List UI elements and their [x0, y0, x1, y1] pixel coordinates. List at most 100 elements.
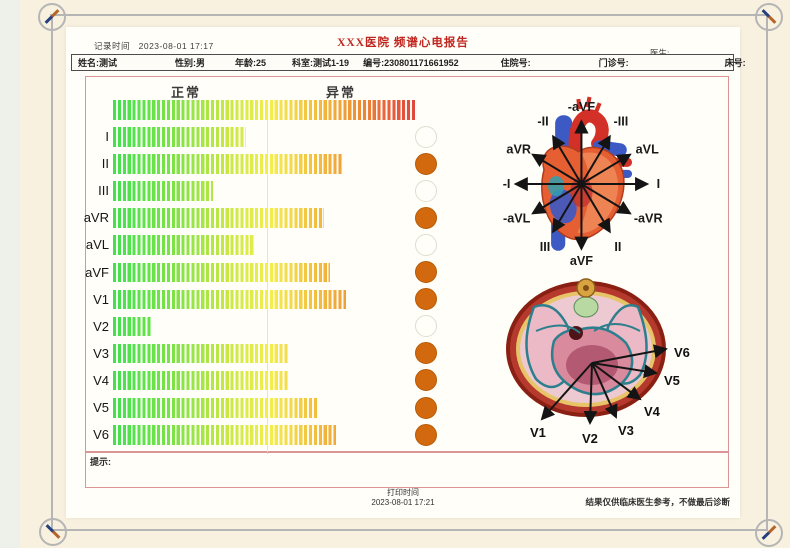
axis-label-neg-iii: -III — [614, 114, 629, 128]
normal-marker — [415, 315, 437, 338]
lead-row-V2: V2 — [93, 315, 453, 338]
background-strip — [0, 0, 20, 548]
lead-row-aVR: aVR — [84, 206, 453, 229]
lead-bar-fill — [113, 343, 289, 364]
scale-legend-row — [113, 100, 453, 120]
lead-bar-fill — [113, 425, 337, 445]
lead-label: aVL — [85, 237, 109, 253]
report-sheet: 记录时间 2023-08-01 17:17 XXX医院 频谱心电报告 医生: 姓… — [66, 27, 746, 518]
crop-mark-slash-icon — [45, 524, 61, 539]
lead-bar-track — [113, 289, 415, 310]
lead-label: I — [105, 129, 109, 145]
patient-department: 科室:测试1-19 — [292, 58, 350, 68]
lead-bar-track — [113, 262, 415, 283]
axis-label-iii: III — [540, 240, 551, 254]
chest-label-v5: V5 — [664, 373, 680, 388]
axis-label-ii: II — [614, 240, 621, 254]
lead-bar-chart: I II III aVR aVL aVF V1 V2 V3 V4 V5 V6 — [84, 100, 453, 452]
lead-bar-fill — [113, 208, 325, 228]
lead-bar-fill — [113, 154, 343, 174]
abnormal-marker — [415, 288, 437, 311]
axis-label-avf: aVF — [570, 254, 593, 267]
abnormal-marker — [415, 206, 437, 229]
lead-row-V3: V3 — [93, 342, 453, 365]
inpatient-number-field: 住院号: — [500, 58, 531, 68]
lead-row-aVF: aVF — [85, 261, 453, 284]
patient-number: 编号:230801171661952 — [363, 58, 459, 68]
chest-label-v4: V4 — [644, 404, 661, 419]
record-time: 记录时间 2023-08-01 17:17 — [94, 40, 214, 52]
patient-info-bar: 姓名:测试 性别:男 年龄:25 科室:测试1-19 编号:2308011716… — [71, 54, 746, 71]
axis-label-avr: aVR — [506, 143, 531, 157]
chest-illustration — [506, 278, 666, 417]
lead-bar-track — [113, 425, 415, 445]
crop-mark-top-left — [38, 3, 66, 31]
chest-label-v6: V6 — [674, 345, 690, 360]
patient-name: 姓名:测试 — [78, 58, 118, 68]
record-time-value: 2023-08-01 17:17 — [138, 41, 214, 51]
lead-label: aVR — [83, 210, 109, 226]
lead-label: V2 — [93, 318, 109, 334]
print-time-label: 打印时间 — [387, 488, 419, 497]
doctor-field: 医生: — [650, 48, 670, 58]
frame-line-bottom — [51, 529, 767, 531]
lead-bar-track — [113, 181, 415, 201]
abnormal-marker — [415, 423, 437, 446]
axis-label-neg-avl: -aVL — [503, 211, 531, 225]
axis-label-neg-i: -I — [503, 177, 511, 191]
axis-label-neg-ii: -II — [537, 114, 548, 128]
lead-bar-fill — [113, 370, 289, 391]
hint-box: 提示: — [85, 452, 729, 488]
abnormal-marker — [415, 152, 437, 175]
lead-row-V4: V4 — [93, 369, 453, 392]
axis-label-neg-avf: -aVF — [568, 100, 596, 114]
axis-label-i: I — [657, 177, 661, 191]
normal-scale-label: 正常 — [171, 85, 202, 100]
frame-line-left — [51, 15, 53, 530]
frame-line-right — [766, 15, 768, 531]
lead-label: III — [98, 183, 109, 199]
lead-bar-track — [113, 343, 415, 364]
lead-bar-fill — [113, 235, 255, 255]
frame-line-top — [50, 14, 768, 16]
abnormal-scale-label: 异常 — [326, 85, 357, 100]
lead-row-I: I — [105, 125, 453, 148]
abnormal-marker — [415, 396, 437, 419]
print-time-value: 2023-08-01 17:21 — [371, 497, 435, 507]
patient-gender: 性别:男 — [175, 58, 206, 68]
crop-mark-top-right — [755, 3, 783, 31]
crop-mark-bottom-right — [755, 519, 783, 547]
lead-label: V3 — [93, 345, 109, 361]
lead-bar-track — [113, 370, 415, 391]
abnormal-marker — [415, 342, 437, 365]
lead-bar-track — [113, 235, 415, 255]
hint-label: 提示: — [90, 457, 111, 467]
print-time-block: 打印时间 2023-08-01 17:21 — [66, 488, 740, 507]
crop-mark-slash-icon — [44, 9, 60, 24]
lead-label: II — [101, 156, 109, 172]
lead-label: aVF — [85, 264, 109, 280]
outpatient-number-field: 门诊号: — [598, 58, 629, 68]
lead-bar-fill — [113, 316, 153, 337]
normal-marker — [415, 125, 437, 148]
chest-label-v1: V1 — [530, 425, 546, 440]
record-time-label: 记录时间 — [94, 41, 131, 51]
axis-label-neg-avr: -aVR — [634, 211, 663, 225]
lead-bar-fill — [113, 398, 319, 418]
lead-label: V6 — [93, 427, 109, 443]
lead-row-aVL: aVL — [86, 233, 453, 256]
lead-bar-fill — [113, 262, 331, 283]
lead-bar-fill — [113, 181, 213, 201]
lead-bar-track — [113, 127, 415, 147]
lead-label: V4 — [93, 372, 109, 388]
axis-label-avl: aVL — [636, 143, 659, 157]
chest-label-v3: V3 — [618, 423, 634, 438]
scale-legend-gradient-bar — [113, 100, 415, 120]
lead-row-V6: V6 — [93, 423, 453, 446]
normal-marker — [415, 179, 437, 202]
bed-number-field: 床号: — [724, 58, 746, 68]
lead-row-II: II — [102, 152, 453, 175]
patient-age: 年龄:25 — [235, 58, 267, 68]
chest-lead-diagram: V1 V2 V3 V4 V5 V6 — [506, 278, 690, 446]
